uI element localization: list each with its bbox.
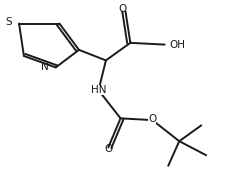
Text: O: O <box>104 144 112 154</box>
Text: OH: OH <box>169 40 185 50</box>
Text: N: N <box>41 62 48 72</box>
Text: S: S <box>5 17 12 27</box>
Text: HN: HN <box>91 85 106 95</box>
Text: O: O <box>119 4 127 14</box>
Text: O: O <box>148 114 156 124</box>
